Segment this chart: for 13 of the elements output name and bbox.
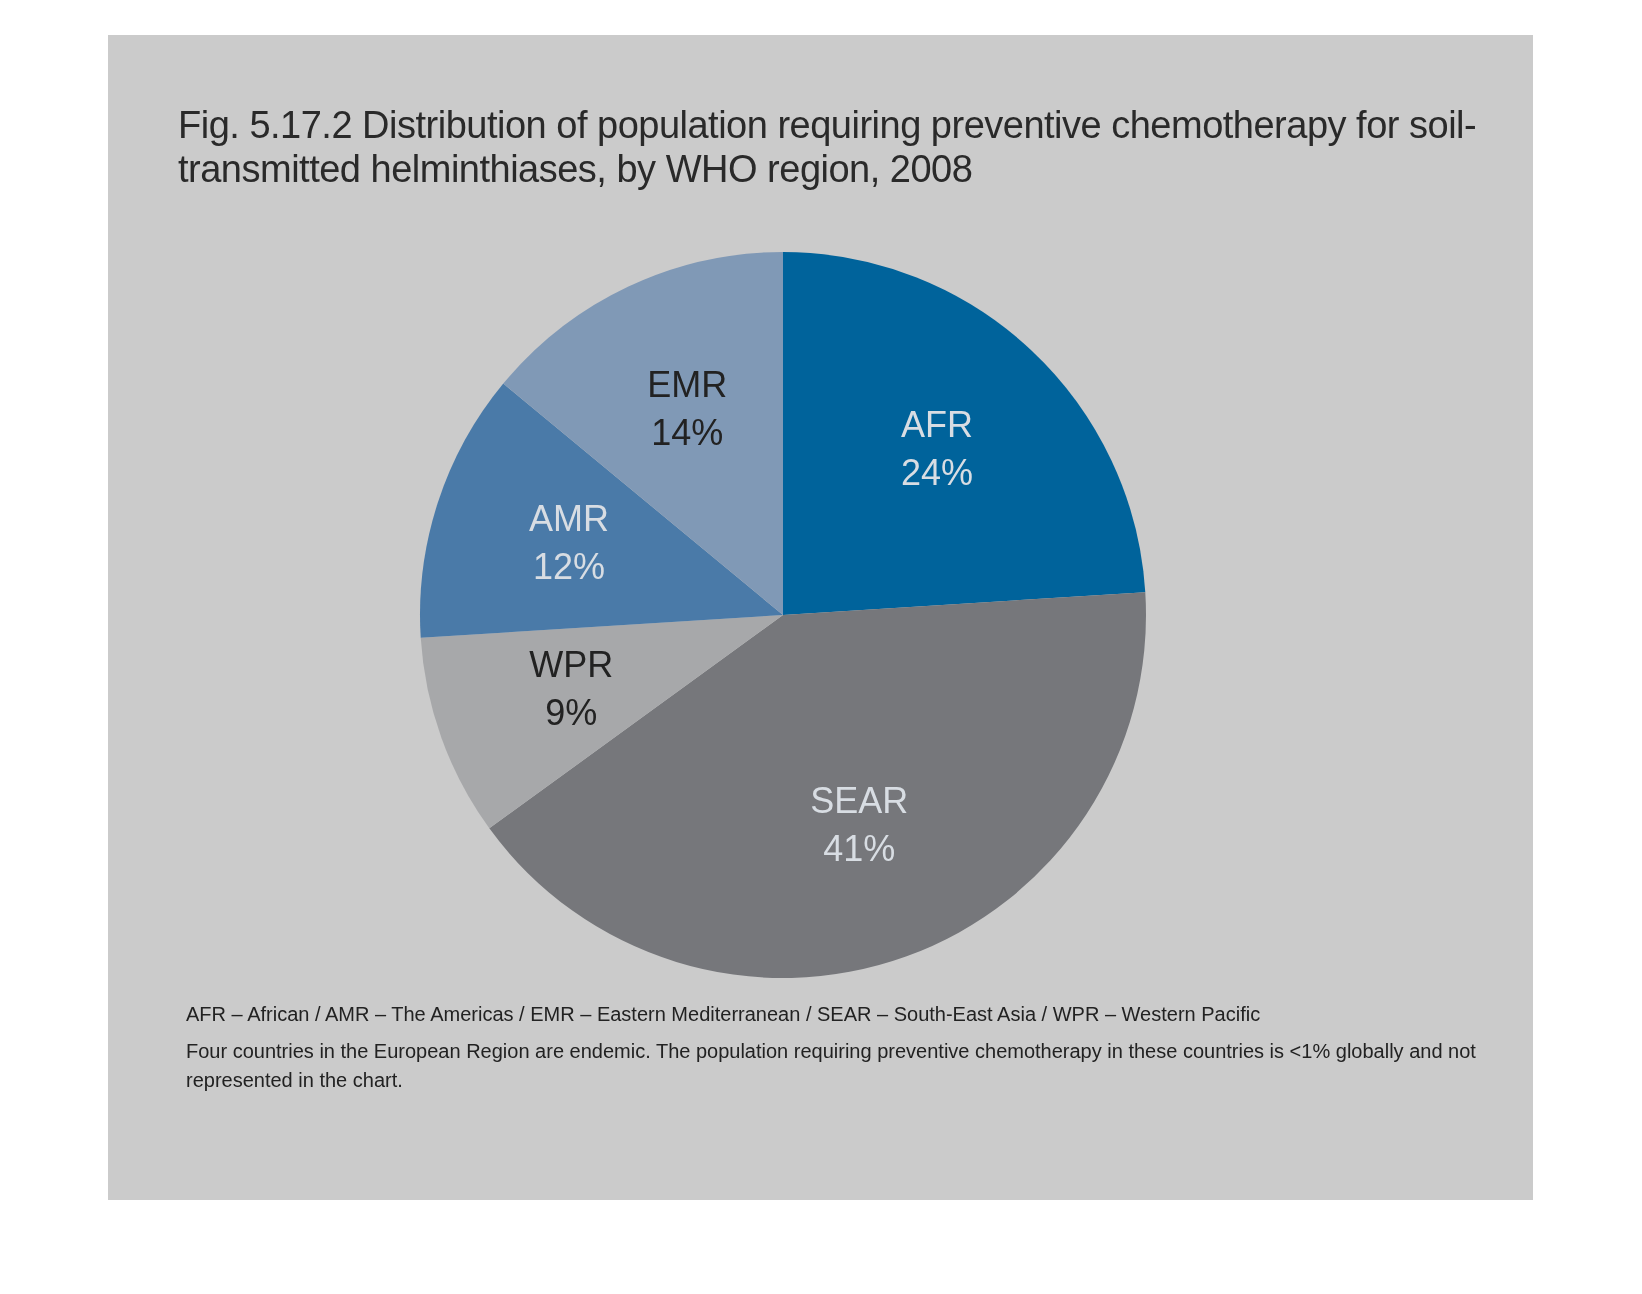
chart-title: Fig. 5.17.2 Distribution of population requiring preventive chemotherapy for soil-transmitted helminthiases, by WHO region, 2008 xyxy=(178,103,1478,191)
slice-label: AMR xyxy=(528,498,609,540)
data-label: 12% xyxy=(532,546,605,588)
data-label: 41% xyxy=(823,827,896,869)
slice-label: EMR xyxy=(647,364,728,406)
data-label: 24% xyxy=(901,451,974,493)
data-label: 14% xyxy=(651,412,724,454)
slice-label: AFR xyxy=(901,403,974,445)
slice-label: WPR xyxy=(529,644,614,686)
text: Four countries in the European Region are endemic. The population requiring preventive chemotherapy in these countries is <1% globally and not represented in the chart. xyxy=(186,1039,1477,1093)
text: AFR – African / AMR – The Americas / EMR – Eastern Mediterranean / SEAR – South-East Asia / WPR – Western Pacific xyxy=(186,1002,1262,1027)
data-label: 9% xyxy=(545,692,598,734)
slice-label: SEAR xyxy=(810,779,909,821)
